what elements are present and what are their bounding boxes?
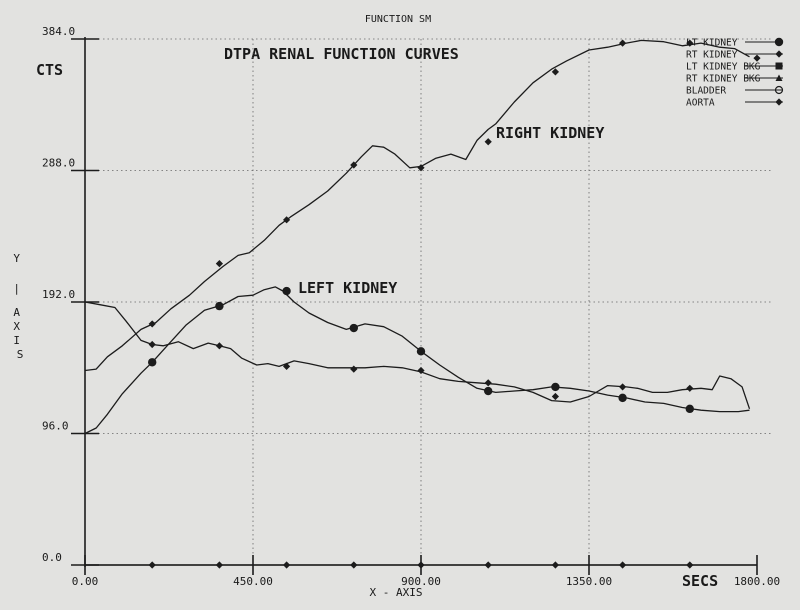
data-point-aorta-0 — [148, 340, 156, 349]
data-point-bladder-3 — [350, 561, 358, 569]
series-line-lt-kidney — [84, 286, 750, 435]
series-markers — [148, 39, 761, 569]
data-point-lt-kidney-3 — [349, 323, 358, 333]
chart-title: DTPA RENAL FUNCTION CURVES — [224, 45, 459, 63]
annotation-left-kidney: LEFT KIDNEY — [298, 279, 397, 297]
x-tick-label-3: 1350.00 — [566, 575, 612, 588]
x-tick-label-1: 450.00 — [233, 575, 273, 588]
legend-marker-0 — [774, 37, 784, 47]
annotation-right-kidney: RIGHT KIDNEY — [496, 124, 604, 142]
data-point-aorta-2 — [283, 362, 291, 370]
y-tick-label-4: 384.0 — [42, 25, 75, 38]
data-point-rt-kidney-8 — [686, 39, 694, 47]
legend-marker-5 — [775, 98, 783, 106]
data-point-bladder-7 — [619, 561, 627, 569]
data-point-rt-kidney-5 — [484, 138, 492, 146]
data-point-aorta-4 — [417, 366, 425, 375]
data-point-rt-kidney-2 — [283, 216, 291, 224]
x-tick-label-4: 1800.00 — [734, 575, 780, 588]
data-point-lt-kidney-0 — [148, 358, 157, 367]
series-line-aorta — [84, 301, 751, 410]
legend-label-5: AORTA — [686, 98, 715, 109]
data-point-bladder-4 — [417, 561, 425, 569]
legend-label-4: BLADDER — [686, 86, 726, 97]
data-point-bladder-1 — [215, 561, 223, 569]
data-point-lt-kidney-1 — [215, 301, 224, 311]
grid-lines — [85, 38, 771, 565]
legend-label-3: RT KIDNEY BKG — [686, 74, 761, 85]
data-point-aorta-5 — [484, 379, 492, 387]
window-title: FUNCTION SM — [365, 14, 431, 25]
data-point-lt-kidney-2 — [282, 286, 291, 296]
y-tick-label-2: 192.0 — [42, 288, 75, 301]
data-point-rt-kidney-1 — [215, 260, 223, 268]
data-point-bladder-2 — [283, 561, 291, 569]
data-point-lt-kidney-8 — [685, 404, 694, 414]
data-point-rt-kidney-4 — [417, 164, 425, 172]
tick-labels: 0.0 96.0 192.0 288.0 384.0 0.00 450.00 900.00 13… — [42, 25, 780, 588]
data-point-rt-kidney-6 — [551, 68, 559, 76]
y-tick-label-1: 96.0 — [42, 420, 69, 433]
data-point-aorta-6 — [551, 392, 559, 401]
data-point-aorta-7 — [619, 383, 627, 391]
data-point-rt-kidney-9 — [753, 54, 761, 62]
data-point-aorta-1 — [215, 342, 223, 350]
legend-marker-1 — [775, 50, 783, 58]
y-tick-label-0: 0.0 — [42, 551, 62, 564]
y-axis-unit-label: CTS — [36, 61, 63, 79]
data-point-rt-kidney-7 — [619, 39, 627, 47]
data-point-bladder-0 — [148, 561, 156, 569]
data-point-bladder-8 — [686, 561, 694, 569]
legend-label-1: RT KIDNEY — [686, 50, 738, 61]
y-tick-label-3: 288.0 — [42, 157, 75, 170]
data-point-rt-kidney-0 — [148, 320, 156, 328]
legend-marker-4 — [774, 85, 784, 95]
legend-marker-2 — [775, 62, 783, 70]
legend-marker-3 — [775, 74, 783, 81]
x-tick-label-2: 900.00 — [401, 575, 441, 588]
data-point-lt-kidney-4 — [416, 347, 426, 356]
data-point-bladder-5 — [484, 561, 492, 569]
x-tick-label-0: 0.00 — [72, 575, 99, 588]
x-axis-name: X - AXIS — [370, 586, 423, 599]
data-point-lt-kidney-6 — [551, 382, 560, 392]
data-point-lt-kidney-5 — [484, 386, 493, 396]
data-point-aorta-8 — [686, 384, 694, 392]
data-point-lt-kidney-7 — [618, 393, 627, 403]
legend-label-2: LT KIDNEY BKG — [686, 62, 761, 73]
x-axis-unit-label: SECS — [682, 572, 718, 590]
data-point-rt-kidney-3 — [350, 161, 358, 169]
y-axis-name: Y | A X I S — [13, 252, 26, 361]
legend-label-0: LT KIDNEY — [686, 38, 738, 49]
data-point-bladder-6 — [551, 561, 559, 569]
data-point-aorta-3 — [350, 365, 358, 373]
